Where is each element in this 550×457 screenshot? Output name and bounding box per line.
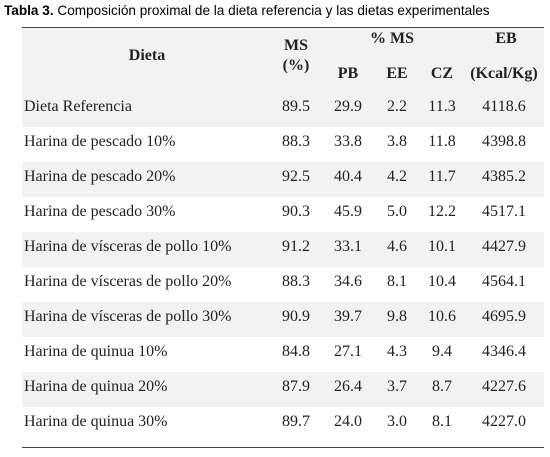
cell-pb: 26.4	[334, 378, 362, 395]
caption-text: Composición proximal de la dieta referen…	[53, 3, 490, 18]
cell-ms: 84.8	[282, 343, 310, 360]
header-eb-unit: (Kcal/Kg)	[470, 65, 538, 82]
cell-cz: 12.2	[428, 203, 456, 220]
row-shading	[22, 162, 544, 197]
header-pb: PB	[337, 65, 359, 82]
table-header	[22, 28, 544, 92]
header-group-ms: % MS	[370, 30, 414, 47]
cell-eb: 4227.6	[482, 378, 526, 395]
cell-cz: 10.6	[428, 308, 456, 325]
cell-pb: 39.7	[334, 308, 362, 325]
cell-eb: 4227.0	[482, 413, 526, 430]
cell-ee: 2.2	[387, 98, 407, 115]
cell-ms: 89.5	[282, 98, 310, 115]
cell-eb: 4564.1	[482, 273, 526, 290]
cell-cz: 8.1	[432, 413, 452, 430]
cell-ee: 3.8	[387, 133, 407, 150]
cell-cz: 10.4	[428, 273, 456, 290]
cell-ee: 3.7	[387, 378, 407, 395]
cell-eb: 4517.1	[482, 203, 526, 220]
cell-cz: 11.7	[428, 168, 456, 185]
cell-dieta: Harina de vísceras de pollo 20%	[24, 273, 232, 290]
cell-ee: 9.8	[387, 308, 407, 325]
row-shading	[22, 372, 544, 407]
cell-ee: 4.2	[387, 168, 407, 185]
header-ee: EE	[386, 65, 408, 82]
cell-dieta: Dieta Referencia	[24, 98, 132, 115]
cell-ms: 87.9	[282, 378, 310, 395]
cell-ms: 90.3	[282, 203, 310, 220]
cell-pb: 24.0	[334, 413, 362, 430]
cell-eb: 4398.8	[482, 133, 526, 150]
header-cz: CZ	[430, 65, 454, 82]
cell-cz: 10.1	[428, 238, 456, 255]
cell-ms: 91.2	[282, 238, 310, 255]
cell-pb: 40.4	[334, 168, 362, 185]
cell-ee: 4.3	[387, 343, 407, 360]
cell-pb: 45.9	[334, 203, 362, 220]
row-shading	[22, 302, 544, 337]
cell-eb: 4346.4	[482, 343, 526, 360]
cell-cz: 11.3	[428, 98, 456, 115]
caption-label: Tabla 3.	[4, 3, 54, 18]
cell-ms: 89.7	[282, 413, 310, 430]
cell-ee: 3.0	[387, 413, 407, 430]
table-bottom-rule	[22, 447, 544, 448]
cell-dieta: Harina de quinua 10%	[24, 343, 168, 360]
cell-ms: 92.5	[282, 168, 310, 185]
cell-eb: 4695.9	[482, 308, 526, 325]
cell-dieta: Harina de quinua 30%	[24, 413, 168, 430]
header-ms-unit: (%)	[282, 57, 310, 74]
cell-ms: 88.3	[282, 133, 310, 150]
cell-dieta: Harina de vísceras de pollo 30%	[24, 308, 232, 325]
row-shading	[22, 232, 544, 267]
cell-dieta: Harina de pescado 20%	[24, 168, 176, 185]
cell-ee: 4.6	[387, 238, 407, 255]
cell-dieta: Harina de vísceras de pollo 10%	[24, 238, 232, 255]
cell-eb: 4118.6	[482, 98, 526, 115]
cell-pb: 34.6	[334, 273, 362, 290]
cell-cz: 8.7	[432, 378, 452, 395]
cell-ms: 90.9	[282, 308, 310, 325]
cell-ee: 8.1	[387, 273, 407, 290]
table-top-rule	[22, 27, 544, 28]
cell-eb: 4385.2	[482, 168, 526, 185]
cell-dieta: Harina de pescado 30%	[24, 203, 176, 220]
cell-dieta: Harina de quinua 20%	[24, 378, 168, 395]
cell-pb: 33.8	[334, 133, 362, 150]
header-ms: MS	[284, 37, 308, 54]
cell-cz: 11.8	[428, 133, 456, 150]
cell-ms: 88.3	[282, 273, 310, 290]
header-eb: EB	[495, 30, 517, 47]
row-shading	[22, 92, 544, 127]
table-caption: Tabla 3. Composición proximal de la diet…	[4, 2, 550, 20]
cell-ee: 5.0	[387, 203, 407, 220]
cell-pb: 29.9	[334, 98, 362, 115]
header-dieta: Dieta	[128, 47, 166, 64]
cell-cz: 9.4	[432, 343, 452, 360]
cell-pb: 27.1	[334, 343, 362, 360]
cell-eb: 4427.9	[482, 238, 526, 255]
cell-pb: 33.1	[334, 238, 362, 255]
cell-dieta: Harina de pescado 10%	[24, 133, 176, 150]
